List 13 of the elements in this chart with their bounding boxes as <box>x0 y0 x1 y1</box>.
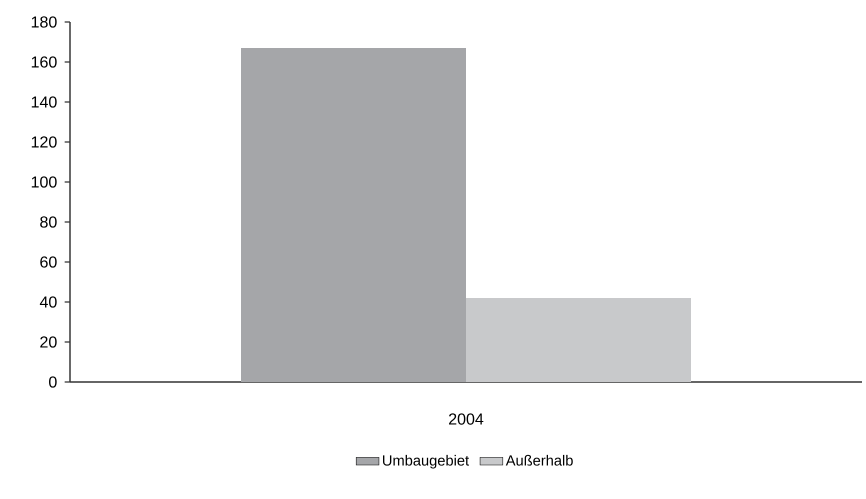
y-tick-label: 20 <box>40 336 57 348</box>
legend-label: Außerhalb <box>506 454 573 466</box>
y-tick-label: 140 <box>32 96 57 108</box>
y-tick-label: 40 <box>40 296 57 308</box>
legend-label: Umbaugebiet <box>383 454 469 469</box>
y-tick-label: 80 <box>40 216 57 228</box>
y-tick-label: 180 <box>32 16 57 28</box>
x-tick-label: 2004 <box>449 413 484 425</box>
y-tick-label: 120 <box>32 136 57 148</box>
y-tick-label: 0 <box>49 376 57 388</box>
y-tick-label: 160 <box>32 56 57 68</box>
y-tick-label: 60 <box>40 256 57 268</box>
y-tick-label: 100 <box>32 176 57 188</box>
